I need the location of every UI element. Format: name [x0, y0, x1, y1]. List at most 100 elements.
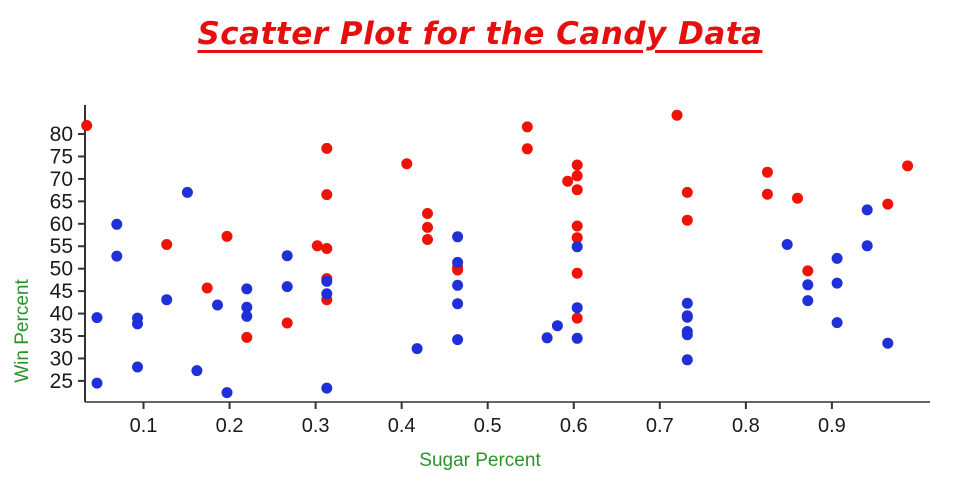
- x-tick-label: 0.7: [646, 415, 674, 437]
- x-tick-label: 0.4: [388, 415, 416, 437]
- data-point-red: [761, 188, 773, 200]
- data-point-red: [681, 214, 693, 226]
- data-point-red: [882, 198, 894, 210]
- y-tick-label: 80: [50, 123, 73, 146]
- x-tick-label: 0.2: [216, 415, 244, 437]
- data-point-blue: [321, 288, 333, 300]
- data-point-blue: [241, 310, 253, 322]
- x-tick-label: 0.8: [732, 415, 760, 437]
- data-point-blue: [831, 277, 843, 289]
- data-point-red: [81, 120, 93, 131]
- data-point-red: [571, 159, 583, 171]
- data-point-blue: [111, 218, 123, 230]
- data-point-red: [562, 175, 574, 187]
- x-tick-label: 0.9: [818, 415, 846, 437]
- data-point-blue: [191, 365, 203, 377]
- data-point-blue: [111, 250, 123, 262]
- data-point-blue: [571, 332, 583, 344]
- data-point-red: [571, 312, 583, 324]
- y-tick-label: 45: [50, 280, 73, 303]
- data-point-blue: [281, 250, 293, 262]
- data-point-red: [452, 264, 464, 276]
- y-tick-label: 60: [50, 213, 73, 236]
- points-layer: [81, 109, 914, 399]
- data-point-blue: [411, 343, 423, 355]
- data-point-blue: [781, 239, 793, 250]
- data-point-red: [521, 143, 533, 155]
- x-axis-label: Sugar Percent: [419, 450, 541, 471]
- x-tick-label: 0.1: [130, 415, 158, 437]
- data-point-blue: [132, 361, 143, 373]
- data-point-red: [161, 239, 173, 250]
- data-point-blue: [161, 294, 173, 306]
- data-point-blue: [861, 240, 873, 252]
- data-point-blue: [571, 302, 583, 314]
- data-point-red: [281, 317, 293, 329]
- data-point-blue: [551, 320, 563, 332]
- data-point-blue: [241, 283, 253, 295]
- data-point-blue: [452, 334, 464, 346]
- data-point-red: [571, 184, 583, 196]
- data-point-red: [422, 208, 433, 219]
- chart-title: Scatter Plot for the Candy Data: [197, 16, 763, 52]
- data-point-red: [761, 166, 773, 178]
- data-point-blue: [91, 377, 103, 389]
- data-point-blue: [861, 204, 873, 216]
- y-tick-label: 65: [50, 190, 73, 213]
- data-point-blue: [681, 311, 693, 323]
- data-point-blue: [882, 337, 894, 349]
- data-point-red: [321, 142, 333, 154]
- data-point-blue: [132, 318, 143, 330]
- data-point-red: [792, 192, 803, 204]
- data-point-red: [321, 243, 333, 254]
- x-tick-label: 0.6: [560, 415, 588, 437]
- data-point-blue: [681, 329, 693, 341]
- data-point-red: [241, 331, 253, 343]
- data-point-blue: [221, 387, 233, 399]
- data-point-red: [201, 282, 213, 294]
- x-tick-label: 0.5: [474, 415, 502, 437]
- data-point-blue: [452, 231, 464, 243]
- data-point-red: [422, 221, 433, 233]
- data-point-red: [521, 121, 533, 133]
- data-point-blue: [321, 382, 333, 394]
- data-point-blue: [681, 297, 693, 309]
- data-point-red: [401, 158, 413, 170]
- data-point-red: [802, 265, 814, 277]
- data-point-red: [571, 232, 583, 244]
- data-point-red: [221, 230, 233, 242]
- data-point-red: [671, 109, 683, 121]
- x-tick-label: 0.3: [302, 415, 330, 437]
- data-point-blue: [571, 241, 583, 253]
- y-tick-label: 70: [50, 168, 73, 191]
- data-point-blue: [831, 317, 843, 329]
- y-tick-label: 25: [50, 370, 73, 393]
- data-point-blue: [281, 281, 293, 293]
- data-point-red: [571, 267, 583, 279]
- y-axis-label: Win Percent: [12, 279, 33, 383]
- data-point-blue: [541, 332, 553, 344]
- data-point-red: [681, 186, 693, 198]
- y-tick-label: 50: [50, 258, 73, 281]
- data-point-red: [422, 234, 433, 245]
- data-point-blue: [181, 186, 193, 198]
- y-tick-label: 75: [50, 145, 73, 168]
- data-point-blue: [321, 275, 333, 287]
- data-point-blue: [452, 298, 464, 310]
- data-point-blue: [241, 301, 253, 313]
- data-point-red: [902, 160, 914, 172]
- y-tick-label: 55: [50, 235, 73, 258]
- data-point-red: [311, 240, 323, 252]
- data-point-blue: [212, 299, 223, 311]
- data-point-blue: [452, 256, 464, 268]
- data-point-blue: [681, 354, 693, 366]
- data-point-red: [571, 170, 583, 182]
- data-point-blue: [452, 279, 464, 291]
- y-tick-label: 35: [50, 325, 73, 348]
- y-tick-label: 40: [50, 303, 73, 326]
- data-point-blue: [802, 279, 814, 291]
- y-tick-label: 30: [50, 347, 73, 370]
